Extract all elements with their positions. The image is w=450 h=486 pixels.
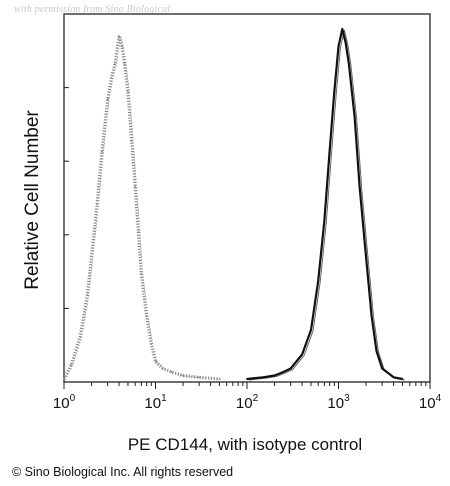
data-point	[375, 350, 378, 352]
data-point	[365, 255, 367, 258]
x-tick-label-base: 10	[235, 395, 253, 412]
x-tick-label-base: 10	[327, 395, 345, 412]
data-point	[301, 353, 303, 356]
data-point	[353, 115, 356, 118]
data-point	[121, 45, 123, 48]
data-point	[70, 364, 73, 366]
data-point	[90, 255, 93, 258]
data-point	[341, 28, 344, 30]
data-point	[63, 378, 65, 380]
data-point	[401, 378, 404, 380]
data-point	[154, 360, 157, 363]
data-point	[134, 185, 137, 188]
data-point	[344, 42, 347, 44]
data-point	[118, 35, 120, 37]
x-tick-label-exponent: 2	[252, 393, 259, 404]
data-point	[170, 371, 173, 373]
data-point	[127, 91, 129, 93]
x-axis-ticks	[63, 382, 431, 389]
series-line	[62, 34, 220, 381]
series-1	[62, 34, 222, 381]
series-line-texture	[65, 36, 222, 380]
x-tick-label-exponent: 0	[69, 393, 76, 404]
x-tick-label-exponent: 3	[344, 393, 350, 404]
data-point	[161, 367, 164, 370]
x-tick-label: 101	[144, 393, 166, 412]
watermark-text: with permission from Sino Biological	[14, 4, 171, 15]
data-point	[106, 98, 109, 100]
data-point	[273, 374, 276, 377]
data-point	[310, 329, 312, 331]
data-point	[262, 376, 265, 379]
x-axis-label: PE CD144, with isotype control	[127, 435, 363, 454]
data-point	[282, 371, 285, 373]
data-point	[182, 374, 184, 377]
data-point	[86, 294, 89, 296]
data-point	[110, 77, 113, 79]
data-point	[79, 336, 82, 338]
data-point	[381, 367, 384, 370]
data-point	[333, 91, 336, 93]
data-point	[130, 140, 133, 142]
data-point	[123, 63, 126, 65]
y-axis-ticks	[64, 13, 69, 383]
data-point	[370, 315, 373, 317]
data-point	[218, 378, 221, 380]
series-layer	[62, 27, 405, 381]
data-point	[198, 376, 201, 379]
data-point	[392, 376, 395, 379]
data-point	[114, 63, 116, 65]
x-tick-label-exponent: 1	[161, 393, 167, 404]
data-point	[328, 150, 331, 153]
x-tick-label: 102	[236, 393, 258, 412]
x-tick-label-base: 10	[418, 395, 436, 412]
series-line-texture	[248, 29, 405, 381]
x-tick-label-exponent: 4	[435, 393, 442, 404]
data-point	[348, 63, 350, 65]
copyright-text: © Sino Biological Inc. All rights reserv…	[12, 465, 234, 479]
data-point	[101, 150, 103, 153]
data-point	[289, 367, 292, 370]
x-tick-label: 104	[419, 393, 441, 412]
x-tick-label-base: 10	[52, 395, 70, 412]
y-axis-label: Relative Cell Number	[22, 110, 43, 290]
x-tick-label: 100	[53, 393, 75, 412]
series-line	[246, 27, 403, 381]
series-2	[246, 27, 405, 381]
data-point	[246, 378, 248, 380]
x-tick-label-base: 10	[144, 395, 162, 412]
data-point	[358, 185, 361, 188]
data-point	[317, 280, 320, 282]
data-point	[323, 220, 326, 223]
data-point	[145, 315, 148, 317]
data-point	[150, 343, 153, 345]
data-point	[337, 45, 340, 48]
data-point	[96, 203, 98, 205]
x-tick-label: 103	[327, 393, 349, 412]
data-point	[137, 231, 140, 233]
data-point	[140, 273, 143, 275]
